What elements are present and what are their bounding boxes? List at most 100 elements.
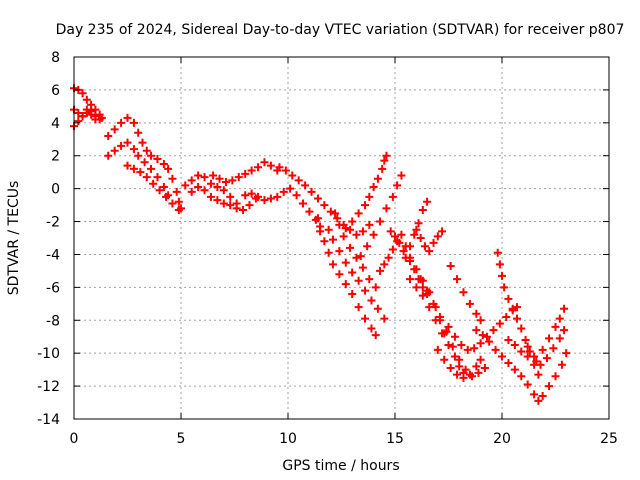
data-point: [500, 283, 509, 292]
data-point: [420, 242, 429, 251]
data-point: [316, 227, 325, 236]
data-point: [401, 253, 410, 262]
data-point: [397, 230, 406, 239]
x-tick-label: 20: [493, 431, 511, 447]
data-point: [412, 265, 421, 274]
data-point: [474, 368, 483, 377]
data-point: [534, 396, 543, 405]
data-point: [504, 336, 513, 345]
data-point: [463, 345, 472, 354]
data-point: [328, 260, 337, 269]
data-point: [365, 192, 374, 201]
data-point: [187, 187, 196, 196]
data-point: [382, 204, 391, 213]
data-point: [147, 164, 156, 173]
data-point: [348, 217, 357, 226]
data-point: [275, 163, 284, 172]
data-point: [450, 352, 459, 361]
data-point: [525, 347, 534, 356]
x-axis-ticks: 0 5 10 15 20 25: [70, 57, 618, 447]
data-point: [478, 331, 487, 340]
data-point: [241, 169, 250, 178]
data-point: [260, 158, 269, 167]
data-point: [504, 359, 513, 368]
data-point: [448, 342, 457, 351]
data-point: [555, 314, 564, 323]
data-point: [485, 337, 494, 346]
data-point: [209, 171, 218, 180]
data-point: [405, 242, 414, 251]
data-point: [425, 303, 434, 312]
data-point: [273, 192, 282, 201]
data-point: [549, 344, 558, 353]
data-point: [232, 204, 241, 213]
data-point: [371, 283, 380, 292]
data-point: [538, 345, 547, 354]
data-point: [376, 266, 385, 275]
data-point: [358, 227, 367, 236]
data-point: [386, 227, 395, 236]
data-point: [416, 275, 425, 284]
data-point: [324, 225, 333, 234]
data-point: [117, 141, 126, 150]
x-tick-label: 5: [177, 431, 186, 447]
data-point: [320, 201, 329, 210]
data-point: [472, 362, 481, 371]
data-point: [431, 316, 440, 325]
data-point: [149, 179, 158, 188]
data-point: [470, 344, 479, 353]
data-point: [433, 232, 442, 241]
data-point: [399, 247, 408, 256]
data-point: [382, 151, 391, 160]
data-point: [140, 158, 149, 167]
data-point: [356, 252, 365, 261]
data-point: [560, 326, 569, 335]
data-point: [279, 187, 288, 196]
x-tick-label: 0: [70, 431, 79, 447]
data-point: [373, 304, 382, 313]
data-point: [551, 322, 560, 331]
data-point: [281, 166, 290, 175]
data-point: [288, 171, 297, 180]
data-point: [348, 289, 357, 298]
data-point: [517, 372, 526, 381]
data-point: [221, 178, 230, 187]
data-point: [153, 155, 162, 164]
y-tick-label: 0: [51, 182, 60, 198]
data-point: [521, 336, 530, 345]
data-point: [429, 238, 438, 247]
data-point: [305, 207, 314, 216]
data-point: [453, 370, 462, 379]
data-point: [228, 176, 237, 185]
x-tick-label: 25: [600, 431, 618, 447]
data-points: [70, 84, 571, 405]
data-point: [542, 354, 551, 363]
data-point: [418, 291, 427, 300]
data-point: [461, 365, 470, 374]
data-point: [331, 209, 340, 218]
data-point: [534, 370, 543, 379]
data-point: [155, 186, 164, 195]
data-point: [348, 268, 357, 277]
data-point: [388, 192, 397, 201]
data-point: [517, 347, 526, 356]
data-point: [532, 357, 541, 366]
data-point: [536, 360, 545, 369]
data-point: [354, 276, 363, 285]
data-point: [450, 332, 459, 341]
data-point: [104, 131, 113, 140]
data-point: [335, 247, 344, 256]
data-point: [200, 186, 209, 195]
data-point: [491, 345, 500, 354]
data-point: [512, 314, 521, 323]
data-point: [266, 161, 275, 170]
data-point: [545, 334, 554, 343]
data-point: [320, 237, 329, 246]
data-point: [136, 168, 145, 177]
data-point: [168, 199, 177, 208]
y-tick-label: 2: [51, 149, 60, 165]
data-point: [498, 271, 506, 280]
data-point: [206, 192, 215, 201]
data-point: [247, 166, 256, 175]
